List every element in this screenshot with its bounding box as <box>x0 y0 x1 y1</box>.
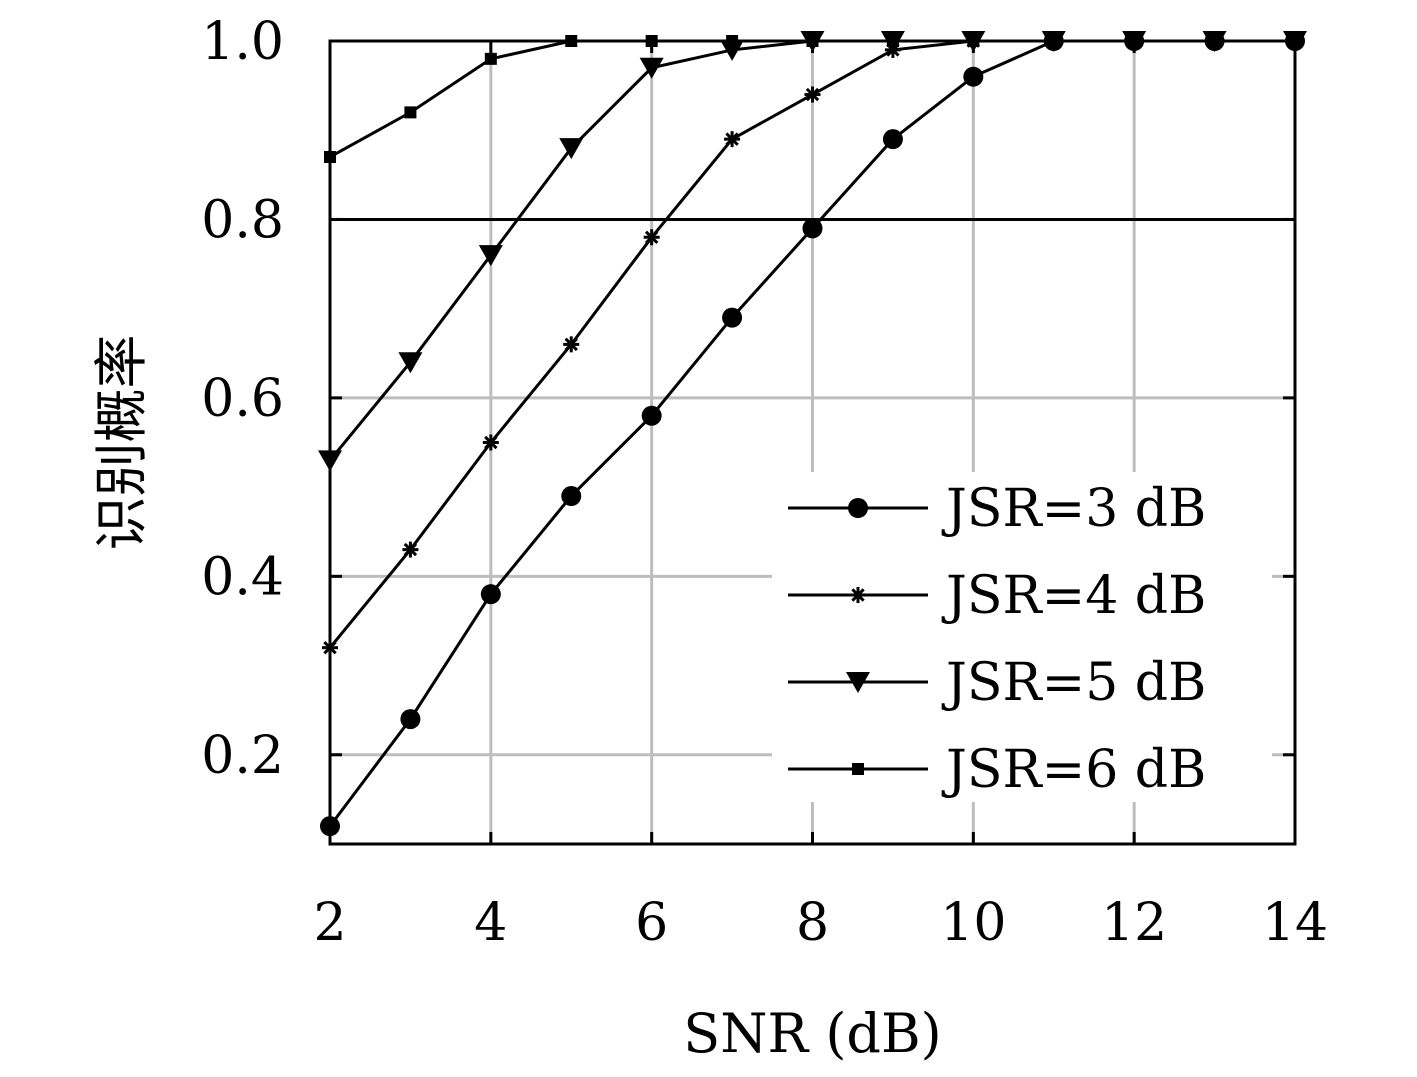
x-axis-title: SNR (dB) <box>683 1002 941 1065</box>
marker-star-stroke <box>725 132 739 146</box>
legend-label: JSR=5 dB <box>941 653 1206 713</box>
marker-triangle <box>398 352 423 374</box>
marker-circle <box>561 486 582 507</box>
marker-circle <box>802 218 823 239</box>
legend-box <box>772 472 1272 802</box>
y-tick-label: 0.4 <box>201 547 284 607</box>
marker-star-stroke <box>403 542 418 557</box>
legend-item-2: JSR=4 dB <box>788 566 1206 626</box>
marker-triangle <box>478 245 503 267</box>
marker-triangle <box>639 57 664 79</box>
x-tick-label: 2 <box>313 893 346 953</box>
y-tick-label: 0.2 <box>201 726 284 786</box>
marker-star <box>563 336 580 353</box>
legend-label: JSR=3 dB <box>941 479 1206 539</box>
legend-item-4: JSR=6 dB <box>788 740 1206 800</box>
marker-triangle <box>559 138 584 160</box>
x-tick-label: 6 <box>635 893 668 953</box>
y-tick-label: 1.0 <box>201 12 284 72</box>
marker-circle <box>848 498 868 518</box>
marker-circle <box>722 307 743 328</box>
marker-star <box>850 587 866 603</box>
marker-triangle <box>846 672 870 693</box>
x-tick-label: 8 <box>796 893 829 953</box>
marker-circle <box>641 405 662 426</box>
x-tick-label: 4 <box>474 893 507 953</box>
marker-star <box>402 541 419 558</box>
marker-star <box>724 131 741 148</box>
y-tick-label: 0.8 <box>201 190 284 250</box>
marker-circle <box>400 709 421 730</box>
ticks: 2 4 6 8 10 12 14 0.2 0.4 0.6 0.8 1.0 <box>201 12 1328 953</box>
marker-circle <box>882 129 903 150</box>
y-tick-label: 0.6 <box>201 369 284 429</box>
marker-star <box>643 229 660 246</box>
marker-circle <box>963 66 984 87</box>
x-tick-label: 14 <box>1262 893 1328 953</box>
x-tick-label: 12 <box>1101 893 1167 953</box>
marker-square <box>484 52 497 65</box>
legend: JSR=3 dB JSR=4 dB JSR=5 dB JSR=6 dB <box>772 472 1272 802</box>
marker-star-stroke <box>851 588 865 602</box>
marker-star-stroke <box>564 337 578 352</box>
y-axis-title: 识别概率 <box>90 335 153 551</box>
marker-star-stroke <box>644 230 659 245</box>
legend-item-3: JSR=5 dB <box>788 653 1206 713</box>
marker-star <box>804 86 821 103</box>
marker-square <box>852 763 864 775</box>
marker-star <box>482 434 499 451</box>
x-tick-label: 10 <box>940 893 1006 953</box>
marker-star-stroke <box>805 87 820 102</box>
marker-square <box>404 106 417 119</box>
legend-item-1: JSR=3 dB <box>788 479 1206 539</box>
legend-label: JSR=4 dB <box>941 566 1206 626</box>
legend-label: JSR=6 dB <box>941 740 1206 800</box>
marker-star-stroke <box>484 435 498 450</box>
marker-circle <box>480 584 501 605</box>
